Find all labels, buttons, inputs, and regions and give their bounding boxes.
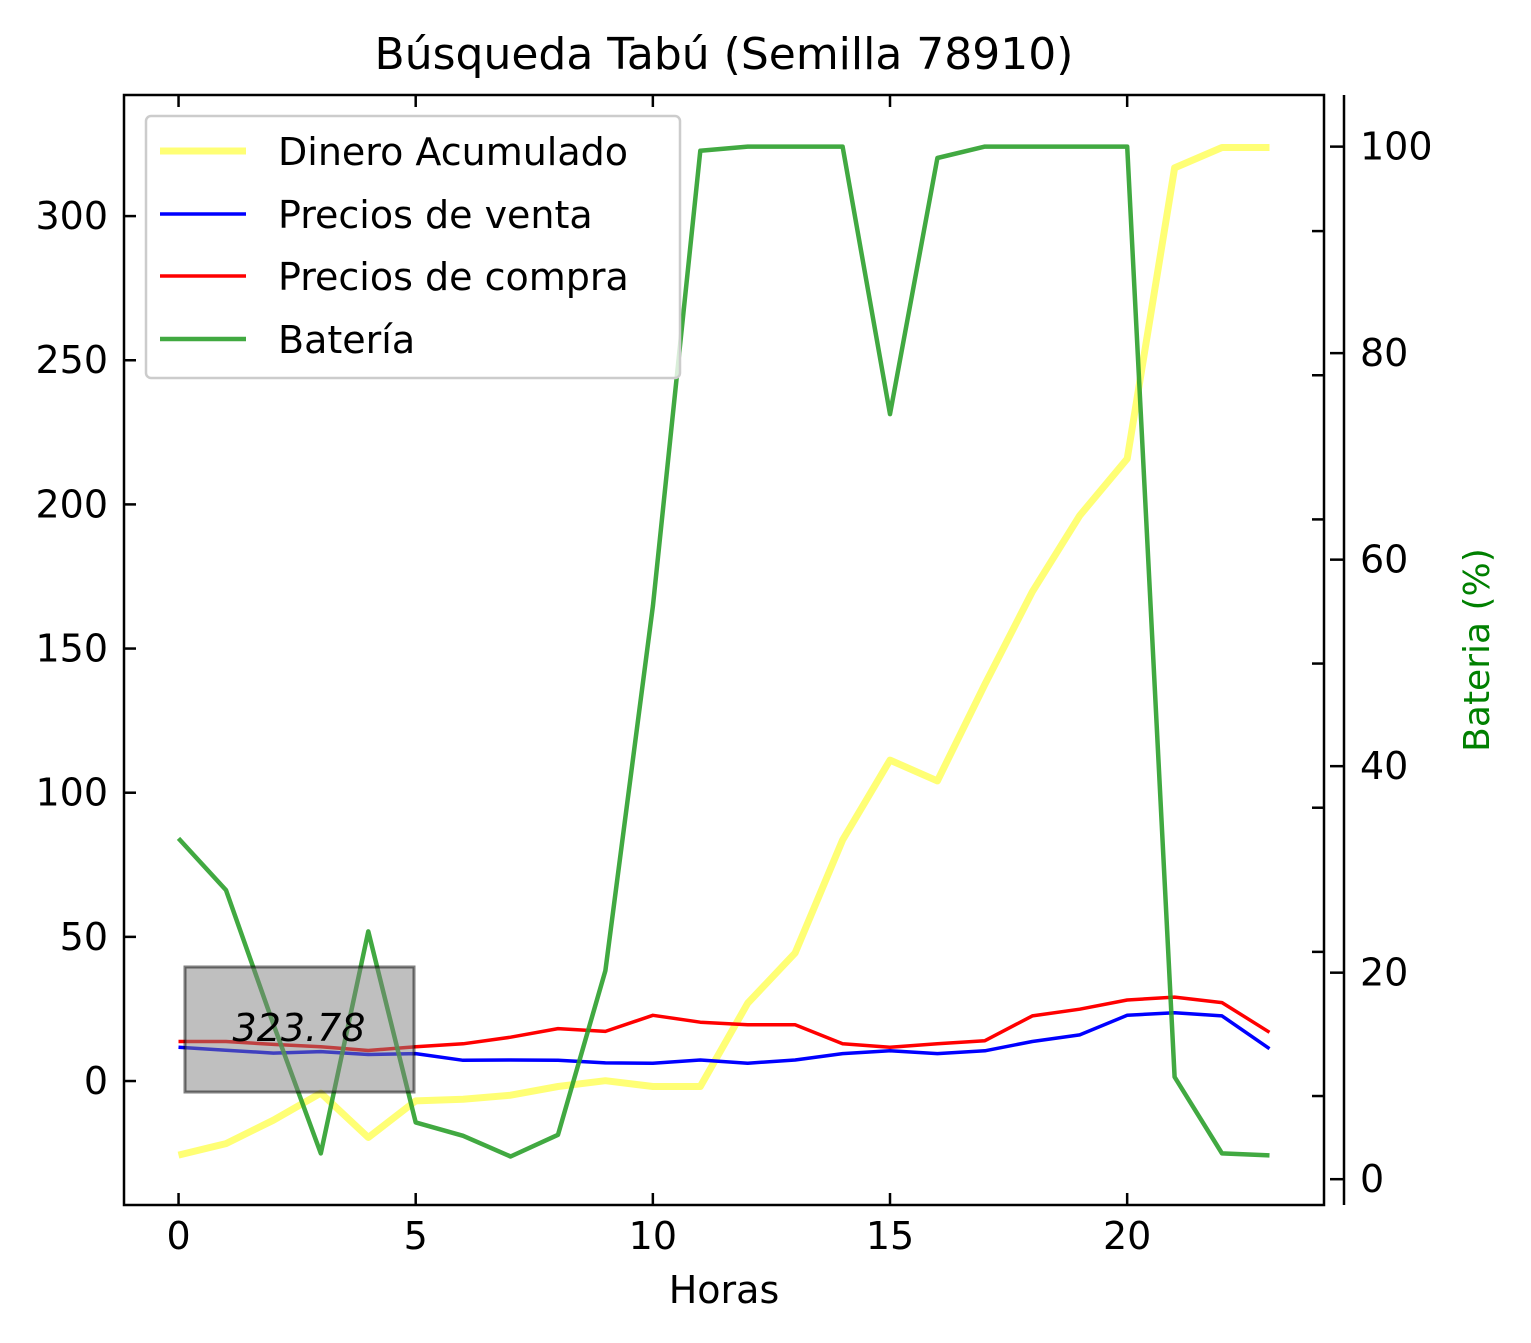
y2-axis-label: Bateria (%)	[1457, 548, 1498, 752]
x-axis-label: Horas	[669, 1268, 780, 1312]
legend-label-3: Batería	[278, 318, 415, 362]
legend-box	[144, 114, 682, 380]
y-tick-label: 200	[35, 482, 108, 526]
chart-title: Búsqueda Tabú (Semilla 78910)	[375, 29, 1074, 80]
annotation-label: 323.78	[233, 1006, 366, 1050]
x-tick-label: 15	[866, 1214, 914, 1258]
legend-label-1: Precios de venta	[278, 193, 593, 237]
y-tick-label: 150	[35, 627, 108, 671]
x-tick-label: 20	[1103, 1214, 1151, 1258]
y2-tick-label: 0	[1360, 1157, 1384, 1201]
y-tick-label: 0	[84, 1059, 108, 1103]
y2-tick-label: 100	[1360, 125, 1433, 169]
y-tick-label: 300	[35, 194, 108, 238]
y-tick-label: 100	[35, 771, 108, 815]
y-tick-label: 250	[35, 338, 108, 382]
y-axis-left: 0 50 100 150 200 250 300	[35, 194, 136, 1103]
x-axis: 0 5 10 15 20	[166, 95, 1151, 1258]
x-tick-label: 0	[166, 1214, 190, 1258]
y2-tick-label: 80	[1360, 331, 1408, 375]
x-tick-label: 5	[404, 1214, 428, 1258]
legend-label-0: Dinero Acumulado	[278, 130, 628, 174]
x-tick-label: 10	[629, 1214, 677, 1258]
annotation-box	[183, 965, 416, 1094]
y-axis-right: 0 20 40 60 80 100	[1312, 95, 1433, 1205]
annotation-layer: 323.78	[183, 965, 416, 1094]
plot-area: 323.78	[122, 93, 1326, 1207]
y2-tick-label: 60	[1360, 538, 1408, 582]
legend-label-2: Precios de compra	[278, 255, 629, 299]
plot-frame	[122, 93, 1326, 1207]
y-tick-label: 50	[60, 915, 108, 959]
series-line-0	[177, 144, 1270, 1159]
legend: Dinero Acumulado Precios de venta Precios …	[144, 114, 682, 380]
y2-tick-label: 40	[1360, 744, 1408, 788]
y2-tick-label: 20	[1360, 951, 1408, 995]
